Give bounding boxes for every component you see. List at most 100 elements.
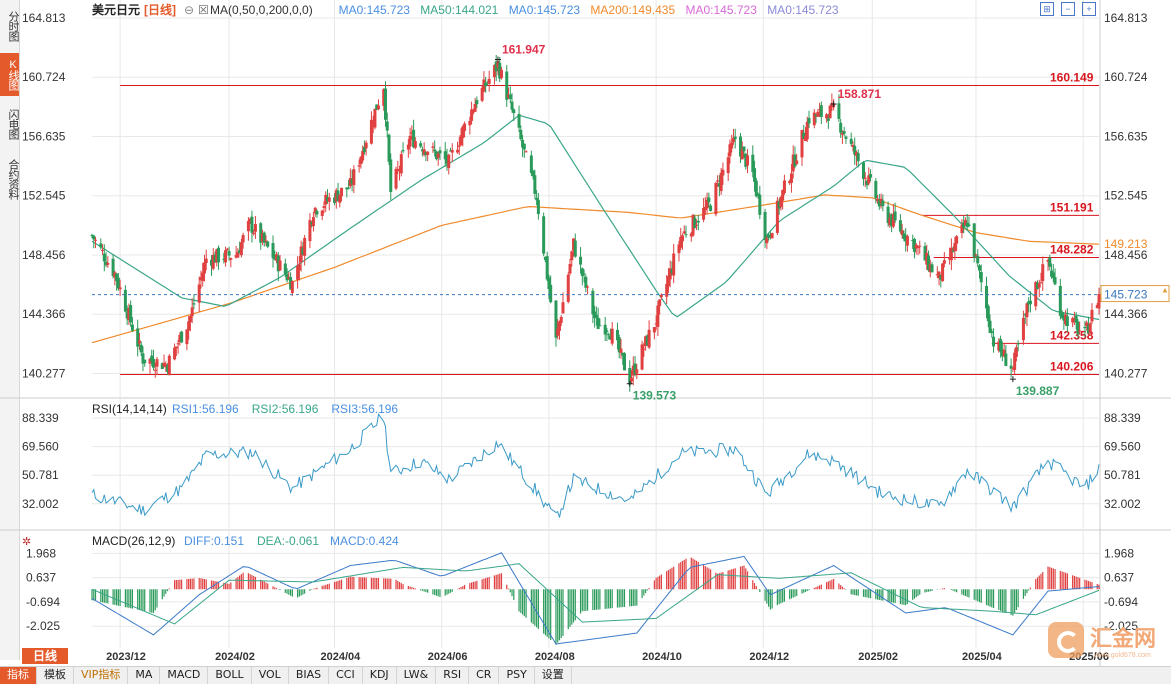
period-button[interactable]: 日线: [22, 648, 68, 664]
candle-body: [967, 224, 971, 226]
candle-body: [1025, 303, 1029, 318]
candle-body: [166, 365, 170, 373]
candle-body: [283, 263, 287, 275]
indicator-tab-lw&[interactable]: LW&: [397, 667, 437, 684]
candle-body: [1002, 349, 1006, 357]
candle-body: [364, 142, 368, 149]
candle-body: [805, 121, 809, 140]
candle-body: [248, 218, 252, 222]
zoom-in-icon[interactable]: +: [1082, 2, 1096, 16]
candle-body: [854, 152, 858, 156]
candle-body: [905, 236, 909, 246]
candle-body: [670, 269, 674, 273]
candle-body: [101, 249, 105, 251]
candle-body: [199, 277, 203, 281]
expand-icon[interactable]: ⊞: [1040, 2, 1054, 16]
indicator-tab-bias[interactable]: BIAS: [289, 667, 330, 684]
candle-body: [422, 149, 426, 155]
candle-body: [1058, 285, 1062, 316]
candle-body: [545, 256, 549, 280]
candle-body: [459, 135, 463, 146]
indicator-tab-rsi[interactable]: RSI: [436, 667, 470, 684]
candle-body: [886, 206, 890, 224]
candle-body: [334, 190, 338, 202]
candle-body: [210, 259, 214, 266]
candle-body: [94, 239, 98, 241]
candle-body: [1011, 367, 1015, 369]
candle-body: [150, 355, 154, 362]
candle-body: [990, 331, 994, 334]
indicator-tab-模板[interactable]: 模板: [37, 667, 74, 684]
indicator-tab-vol[interactable]: VOL: [252, 667, 289, 684]
candle-body: [1048, 257, 1052, 267]
candle-body: [419, 143, 423, 147]
candle-body: [338, 194, 342, 203]
candle-body: [412, 129, 416, 148]
candle-body: [99, 243, 103, 248]
candle-body: [499, 69, 503, 78]
x-tick-label: 2024/10: [642, 651, 682, 663]
y-tick-label-right: 144.366: [1104, 307, 1148, 321]
candle-body: [296, 266, 300, 280]
candle-body: [204, 258, 208, 263]
candle-body: [438, 150, 442, 154]
candle-body: [807, 117, 811, 124]
candle-body: [617, 337, 621, 353]
candle-body: [1035, 282, 1039, 289]
indicator-tab-ma[interactable]: MA: [128, 667, 161, 684]
x-tick-label: 2025/02: [858, 651, 898, 663]
candle-body: [888, 217, 892, 226]
indicator-tab-cr[interactable]: CR: [469, 667, 500, 684]
candle-body: [753, 168, 757, 182]
candle-body: [582, 273, 586, 275]
candle-body: [972, 223, 976, 258]
candle-body: [554, 300, 558, 338]
left-tab-3[interactable]: 合约资料: [7, 159, 19, 199]
indicator-tab-kdj[interactable]: KDJ: [363, 667, 397, 684]
candle-body: [709, 205, 713, 211]
candle-body: [290, 281, 294, 294]
candle-body: [754, 180, 758, 197]
candle-body: [213, 254, 217, 263]
candle-body: [1074, 316, 1078, 323]
candle-body: [644, 336, 648, 347]
candle-body: [1037, 283, 1041, 288]
candle-body: [842, 130, 846, 134]
indicator-tab-boll[interactable]: BOLL: [208, 667, 252, 684]
extreme-label: 161.947: [502, 42, 546, 56]
candle-body: [424, 152, 428, 156]
candle-body: [879, 198, 883, 203]
indicator-tab-指标[interactable]: 指标: [0, 667, 37, 684]
candle-body: [345, 187, 349, 190]
left-tab-1[interactable]: K线图: [0, 53, 19, 96]
candle-body: [828, 105, 832, 119]
watermark-text: 汇金网: [1090, 627, 1157, 652]
candle-body: [923, 246, 927, 261]
candle-body: [767, 234, 771, 238]
indicator-tab-vip指标[interactable]: VIP指标: [74, 667, 129, 684]
indicator-tab-psy[interactable]: PSY: [499, 667, 535, 684]
candle-body: [642, 348, 646, 350]
indicator-tab-cci[interactable]: CCI: [329, 667, 363, 684]
candle-body: [123, 289, 127, 312]
indicator-tab-设置[interactable]: 设置: [535, 667, 572, 684]
candle-body: [770, 233, 774, 239]
rsi-y-tick-right: 32.002: [1104, 497, 1141, 511]
candle-body: [1041, 264, 1045, 281]
candle-body: [819, 105, 823, 117]
candle-body: [104, 261, 108, 266]
candle-body: [911, 240, 915, 242]
indicator-tab-macd[interactable]: MACD: [160, 667, 209, 684]
left-tab-0[interactable]: 分时图: [7, 10, 19, 41]
zoom-out-icon[interactable]: −: [1061, 2, 1075, 16]
candle-body: [594, 314, 598, 318]
candle-body: [1086, 325, 1090, 334]
candle-body: [876, 198, 880, 202]
candle-body: [628, 367, 632, 385]
candle-body: [336, 190, 340, 201]
candle-body: [935, 274, 939, 276]
candle-body: [130, 324, 134, 331]
left-tab-2[interactable]: 闪电图: [7, 108, 19, 139]
candle-body: [185, 329, 189, 345]
candle-body: [635, 369, 639, 374]
